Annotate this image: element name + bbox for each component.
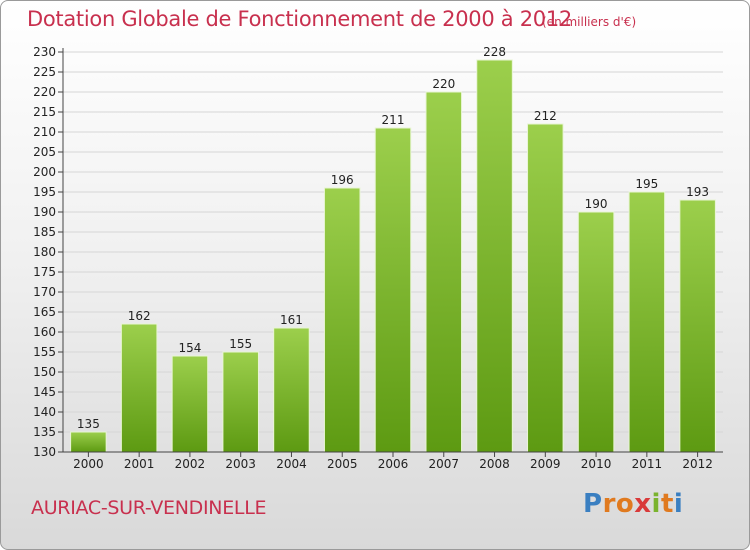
logo-letter: o: [615, 489, 635, 519]
logo-letter: r: [602, 489, 616, 519]
bar-2012: [679, 199, 716, 453]
x-tick-label: 2002: [175, 457, 206, 471]
y-tick-label: 180: [33, 245, 56, 259]
bars: [70, 59, 716, 453]
logo-letter: i: [673, 489, 684, 519]
data-label: 135: [77, 417, 100, 431]
y-tick-label: 135: [33, 425, 56, 439]
y-tick-label: 205: [33, 145, 56, 159]
bar-2002: [171, 355, 209, 453]
bar-2000: [70, 431, 107, 453]
chart-title: Dotation Globale de Fonctionnement de 20…: [27, 7, 572, 31]
x-tick-label: 2000: [73, 457, 104, 471]
x-tick-label: 2003: [225, 457, 256, 471]
y-tick-label: 185: [33, 225, 56, 239]
x-tick-label: 2011: [632, 457, 663, 471]
bar-2006: [374, 127, 412, 453]
bar-2008: [476, 59, 513, 453]
x-tick-label: 2005: [327, 457, 358, 471]
y-tick-label: 190: [33, 205, 56, 219]
y-tick-label: 155: [33, 345, 56, 359]
y-tick-label: 230: [33, 45, 56, 59]
x-tick-label: 2007: [428, 457, 459, 471]
bar-2007: [425, 91, 463, 453]
x-tick-label: 2004: [276, 457, 307, 471]
data-label: 154: [178, 341, 201, 355]
y-tick-label: 210: [33, 125, 56, 139]
proxiti-logo[interactable]: Proxiti: [583, 489, 683, 519]
data-label: 155: [229, 337, 252, 351]
x-tick-label: 2001: [124, 457, 155, 471]
y-tick-label: 165: [33, 305, 56, 319]
bar-2004: [273, 327, 310, 453]
bar-2005: [323, 187, 361, 453]
data-label: 211: [382, 113, 405, 127]
bar-2010: [577, 211, 615, 453]
logo-letter: i: [651, 489, 661, 519]
data-label: 162: [128, 309, 151, 323]
y-tick-label: 130: [33, 445, 56, 459]
y-tick-label: 200: [33, 165, 56, 179]
x-tick-label: 2009: [530, 457, 561, 471]
y-tick-label: 225: [33, 65, 56, 79]
data-label: 228: [483, 45, 506, 59]
y-tick-label: 220: [33, 85, 56, 99]
x-tick-label: 2010: [581, 457, 612, 471]
y-tick-label: 175: [33, 265, 56, 279]
data-label: 193: [686, 185, 709, 199]
bar-2001: [120, 323, 158, 453]
data-label: 195: [635, 177, 658, 191]
logo-letter: P: [583, 489, 603, 519]
y-tick-label: 160: [33, 325, 56, 339]
y-tick-label: 215: [33, 105, 56, 119]
data-label: 190: [585, 197, 608, 211]
y-tick-label: 140: [33, 405, 56, 419]
labels: 130 135 140 145 150 155 160 165 170 175 180 185 190 1…: [33, 45, 713, 471]
logo-letter: x: [634, 489, 652, 519]
axes: [58, 48, 723, 457]
x-tick-label: 2012: [682, 457, 713, 471]
y-tick-label: 145: [33, 385, 56, 399]
bar-2009: [527, 123, 564, 453]
y-tick-label: 195: [33, 185, 56, 199]
bar-2003: [222, 351, 259, 453]
bar-2011: [628, 191, 666, 453]
data-label: 196: [331, 173, 354, 187]
chart-subtitle: (en milliers d'€): [542, 15, 637, 29]
y-tick-label: 150: [33, 365, 56, 379]
logo-letter: t: [660, 489, 674, 519]
x-tick-label: 2008: [479, 457, 510, 471]
data-label: 220: [432, 77, 455, 91]
data-label: 212: [534, 109, 557, 123]
y-tick-label: 170: [33, 285, 56, 299]
x-tick-label: 2006: [378, 457, 409, 471]
commune-name: AURIAC-SUR-VENDINELLE: [31, 497, 267, 519]
data-label: 161: [280, 313, 303, 327]
